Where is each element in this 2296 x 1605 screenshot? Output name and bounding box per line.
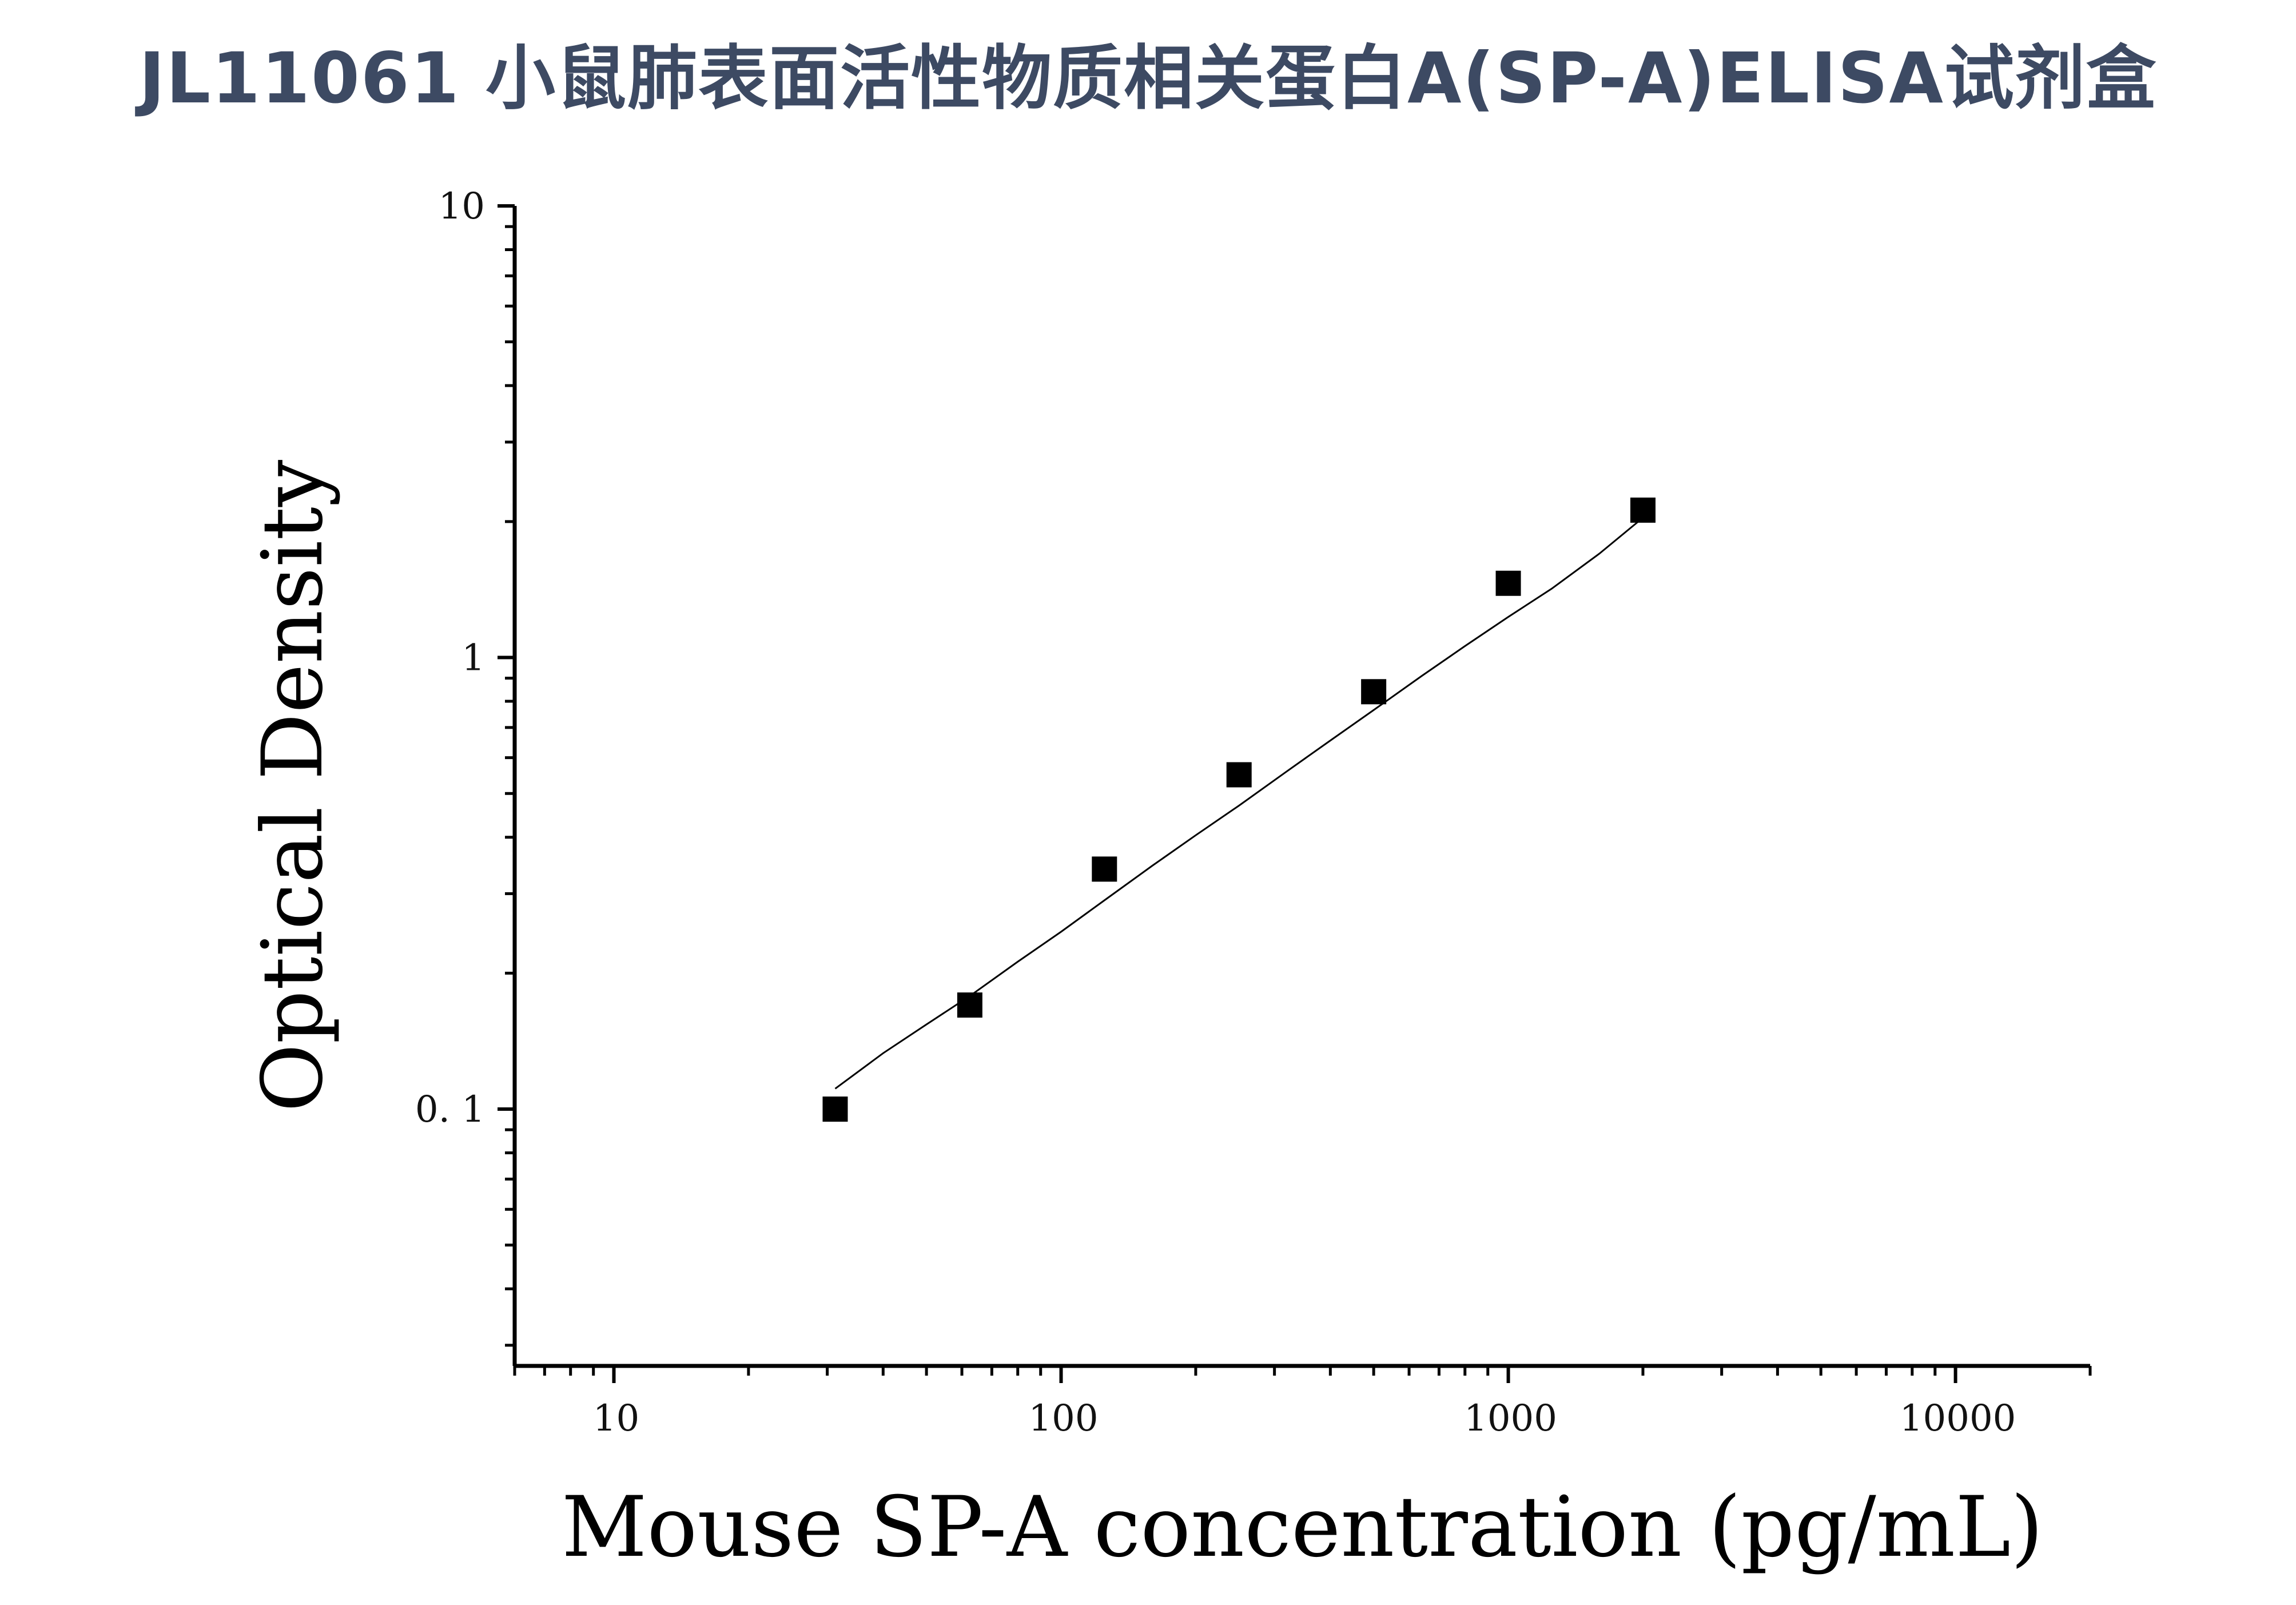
y-tick-label: 10 [439, 185, 485, 228]
data-points-group [822, 497, 1656, 1122]
data-point-marker [1226, 762, 1252, 788]
x-tick-label: 1000 [1464, 1397, 1557, 1440]
chart-axes: 0. 1 1 10 10 100 1000 10000 [415, 185, 2092, 1440]
data-point-marker [822, 1097, 848, 1122]
data-point-marker [1092, 856, 1117, 882]
x-tick-label: 10 [593, 1397, 639, 1440]
data-point-marker [957, 992, 982, 1018]
y-axis-title: Optical Density [244, 459, 341, 1112]
y-tick-label: 1 [461, 637, 485, 680]
page-title: JL11061 小鼠肺表面活性物质相关蛋白A(SP-A)ELISA试剂盒 [139, 38, 2157, 119]
data-point-marker [1630, 497, 1656, 523]
x-axis-title: Mouse SP-A concentration (pg/mL) [562, 1479, 2043, 1576]
x-tick-label: 10000 [1900, 1397, 2016, 1440]
x-tick-label: 100 [1028, 1397, 1098, 1440]
data-point-marker [1361, 679, 1387, 705]
data-point-marker [1495, 570, 1521, 596]
fit-curve-line [834, 517, 1644, 1090]
fit-curve-group [834, 517, 1644, 1090]
y-tick-label: 0. 1 [415, 1088, 485, 1131]
